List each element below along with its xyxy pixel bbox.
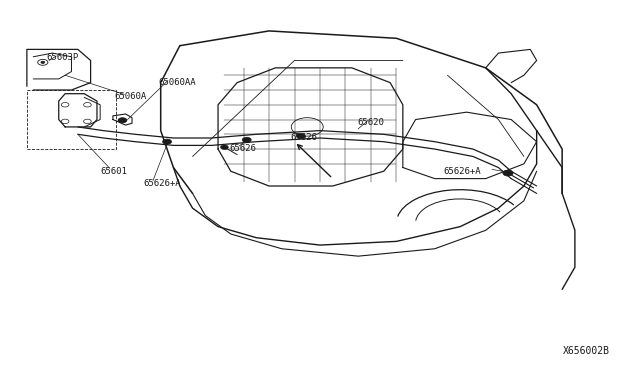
Circle shape xyxy=(221,145,228,150)
Circle shape xyxy=(163,139,172,144)
Text: 65620: 65620 xyxy=(357,118,384,127)
Circle shape xyxy=(296,134,305,139)
Text: 65060AA: 65060AA xyxy=(158,78,196,87)
Text: 65601: 65601 xyxy=(100,167,127,176)
Text: 65626: 65626 xyxy=(290,133,317,142)
Text: 65626+A: 65626+A xyxy=(443,167,481,176)
Circle shape xyxy=(243,137,251,142)
Circle shape xyxy=(41,61,45,63)
Circle shape xyxy=(118,118,127,123)
Text: 65626+A: 65626+A xyxy=(143,179,181,187)
Text: 65626: 65626 xyxy=(230,144,257,153)
Text: 65603P: 65603P xyxy=(46,53,78,62)
Circle shape xyxy=(503,170,513,176)
Text: 65060A: 65060A xyxy=(115,92,147,101)
Text: X656002B: X656002B xyxy=(563,346,610,356)
